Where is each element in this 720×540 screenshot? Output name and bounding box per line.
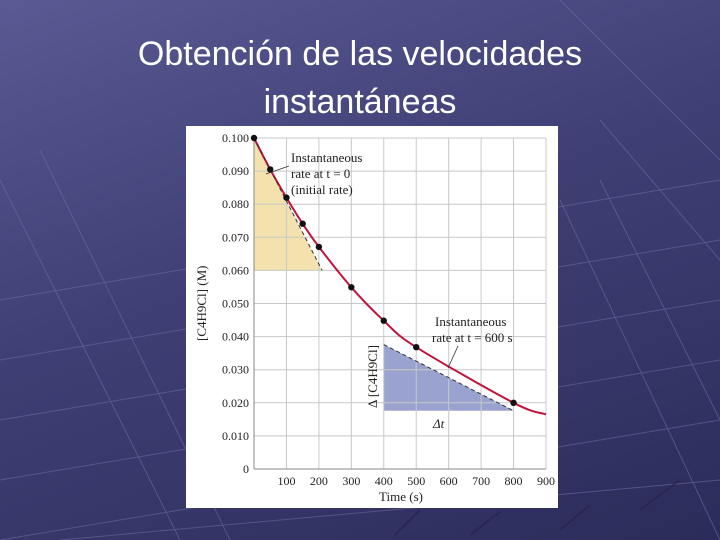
annotation-600-line2: rate at t = 600 s (432, 330, 513, 345)
annotation-initial-line2: rate at t = 0 (291, 166, 350, 181)
y-axis-title: [C4H9Cl] (M) (194, 266, 209, 341)
y-tick-label-3: 0.030 (222, 363, 249, 377)
y-tick-label-0: 0 (243, 462, 249, 476)
x-tick-label-5: 600 (440, 474, 458, 488)
x-tick-label-0: 100 (277, 474, 295, 488)
x-tick-label-7: 800 (505, 474, 523, 488)
y-tick-label-2: 0.020 (222, 396, 249, 410)
tangent-600 (383, 344, 514, 412)
x-tick-label-3: 400 (375, 474, 393, 488)
y-tick-label-7: 0.070 (222, 230, 249, 244)
slide-title: Obtención de las velocidades instantánea… (0, 30, 720, 126)
data-point-8 (510, 399, 517, 406)
annotation-600-line1: Instantaneous (435, 314, 506, 329)
data-point-5 (348, 284, 355, 291)
data-point-1 (267, 166, 274, 173)
chart-panel: 0 0.010 0.020 0.030 0.040 0.050 0.060 0.070 0.08… (186, 126, 558, 508)
x-tick-label-6: 700 (472, 474, 490, 488)
x-tick-label-2: 300 (342, 474, 360, 488)
slide-title-line2: instantáneas (263, 83, 457, 121)
x-tick-label-1: 200 (310, 474, 328, 488)
annotation-initial-line1: Instantaneous (291, 150, 362, 165)
annotation-delta-t: Δt (432, 416, 445, 431)
y-tick-label-1: 0.010 (222, 429, 249, 443)
x-tick-label-8: 900 (537, 474, 555, 488)
data-point-4 (315, 243, 323, 251)
tangent-initial (253, 137, 323, 271)
annotation-initial-line3: (initial rate) (291, 182, 353, 197)
y-tick-label-9: 0.090 (222, 164, 249, 178)
annotation-delta-concentration: Δ [C4H9Cl] (365, 345, 380, 408)
concentration-time-chart: 0 0.010 0.020 0.030 0.040 0.050 0.060 0.070 0.08… (194, 131, 555, 504)
data-point-6 (380, 317, 387, 324)
slide-title-line1: Obtención de las velocidades (137, 35, 583, 73)
y-tick-label-6: 0.060 (222, 263, 249, 277)
data-point-2 (283, 194, 290, 201)
data-point-0 (250, 134, 258, 142)
y-tick-label-4: 0.040 (222, 330, 249, 344)
y-tick-label-8: 0.080 (222, 197, 249, 211)
concentration-curve (253, 137, 547, 416)
x-tick-label-4: 500 (407, 474, 425, 488)
y-tick-label-5: 0.050 (222, 297, 249, 311)
x-axis-title: Time (s) (379, 489, 423, 504)
annotation-initial-pointer (265, 165, 290, 175)
y-tick-label-10: 0.100 (222, 131, 249, 145)
annotation-600-pointer (447, 345, 459, 369)
data-point-7 (413, 343, 420, 351)
data-point-3 (299, 220, 306, 227)
